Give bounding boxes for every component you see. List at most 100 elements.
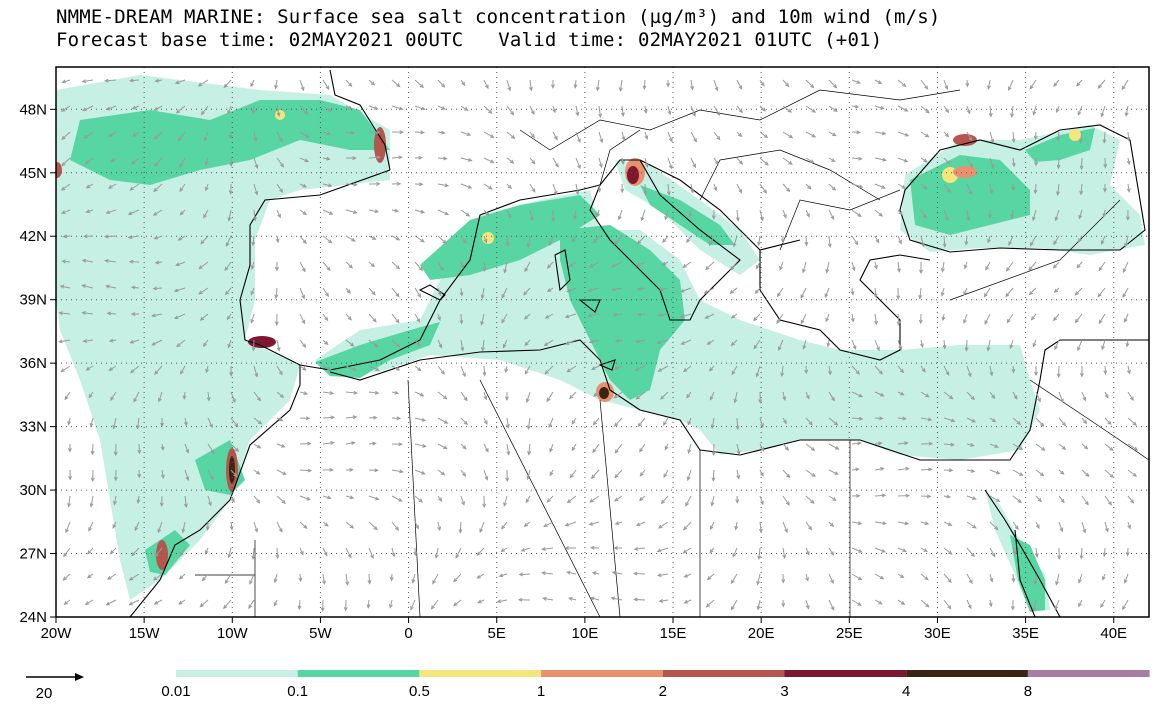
wind-arrow (153, 131, 163, 140)
wind-arrow (345, 339, 355, 347)
wind-arrow (112, 521, 117, 529)
wind-arrow (828, 157, 836, 162)
wind-arrow (517, 597, 531, 602)
wind-arrow (706, 573, 715, 581)
wind-arrow (90, 443, 95, 456)
wind-arrow (177, 131, 186, 142)
wind-arrow (620, 105, 625, 117)
wind-arrow (391, 547, 396, 558)
wind-arrow (113, 443, 118, 457)
wind-arrow (851, 79, 861, 84)
wind-arrow (1078, 209, 1083, 220)
wind-arrow (60, 105, 71, 112)
x-tick-label: 25E (836, 625, 863, 642)
wind-arrow (506, 79, 512, 92)
wind-arrow (85, 209, 94, 214)
wind-arrow (458, 521, 463, 534)
wind-arrow (437, 235, 447, 245)
wind-arrow (1076, 79, 1083, 87)
wind-arrow (828, 209, 835, 221)
wind-arrow (1056, 183, 1060, 196)
wind-arrow (658, 287, 669, 292)
wind-arrow (1030, 313, 1037, 321)
wind-arrow (483, 469, 489, 481)
wind-arrow (322, 209, 334, 215)
wind-arrow (667, 131, 673, 143)
wind-arrow (1103, 157, 1108, 169)
wind-arrow (204, 157, 209, 167)
wind-arrow (1056, 131, 1061, 142)
wind-arrow (525, 495, 531, 504)
wind-arrow (460, 79, 466, 87)
wind-arrow (483, 157, 495, 164)
wind-arrow (660, 495, 669, 505)
wind-arrow (756, 573, 761, 586)
wind-arrow (732, 547, 738, 558)
wind-arrow (391, 208, 400, 213)
wind-arrow (414, 261, 423, 272)
wind-arrow (129, 78, 140, 83)
wind-arrow (128, 573, 140, 581)
wind-arrow (620, 183, 625, 194)
wind-arrow (81, 258, 94, 263)
wind-arrow (1122, 599, 1129, 611)
wind-arrow (130, 312, 140, 317)
wind-arrow (804, 235, 809, 247)
wind-arrow (414, 130, 425, 135)
wind-arrow (666, 79, 671, 88)
wind-arrow (299, 79, 305, 92)
wind-arrow (943, 442, 955, 447)
wind-arrow (1127, 365, 1131, 375)
wind-arrow (709, 235, 715, 247)
wind-arrow (828, 79, 838, 89)
wind-arrow (1006, 313, 1014, 324)
wind-arrow (345, 287, 351, 294)
wind-arrow (1101, 339, 1106, 351)
wind-arrow (253, 157, 259, 170)
wind-arrow (598, 131, 604, 144)
wind-arrow (414, 521, 419, 530)
wind-arrow (874, 391, 885, 397)
wind-arrow (414, 79, 425, 89)
wind-arrow (391, 105, 404, 111)
wind-arrow (391, 495, 403, 502)
wind-arrow (782, 183, 791, 193)
wind-arrow (1012, 521, 1019, 531)
colorbar-legend: 20 0.01 0.1 0.5 1 2 3 4 8 (26, 670, 1150, 702)
wind-arrow (575, 157, 581, 170)
wind-arrow (1032, 599, 1037, 612)
wind-arrow (824, 287, 830, 299)
wind-arrow (322, 156, 331, 161)
wind-arrow (460, 495, 465, 506)
wind-arrow (759, 417, 764, 429)
wind-arrow (596, 209, 600, 218)
wind-arrow (345, 182, 358, 187)
wind-arrow (851, 416, 864, 421)
wind-arrow (989, 157, 995, 170)
wind-arrow (874, 599, 883, 605)
wind-arrow (482, 495, 487, 509)
wind-arrow (713, 131, 721, 141)
wind-arrow (897, 547, 907, 553)
wind-arrow (897, 209, 903, 216)
wind-arrow (753, 339, 761, 350)
wind-arrow (986, 339, 991, 352)
wind-arrow (1078, 599, 1083, 608)
wind-arrow (299, 209, 307, 216)
wind-arrow (368, 209, 380, 214)
wind-arrow (635, 521, 646, 527)
wind-arrow (589, 545, 600, 550)
colorbar-swatch (176, 670, 298, 677)
wind-arrow (984, 313, 991, 325)
wind-arrow (368, 415, 378, 420)
wind-arrow (541, 547, 554, 551)
wind-arrow (708, 365, 715, 372)
wind-arrow (614, 469, 623, 479)
wind-arrow (104, 78, 117, 83)
wind-arrow (805, 79, 815, 89)
wind-arrow (205, 365, 210, 374)
wind-arrow (299, 261, 306, 273)
wind-arrow (104, 234, 117, 239)
conc-blacksea-mid (910, 155, 1030, 235)
wind-arrow (592, 417, 600, 426)
